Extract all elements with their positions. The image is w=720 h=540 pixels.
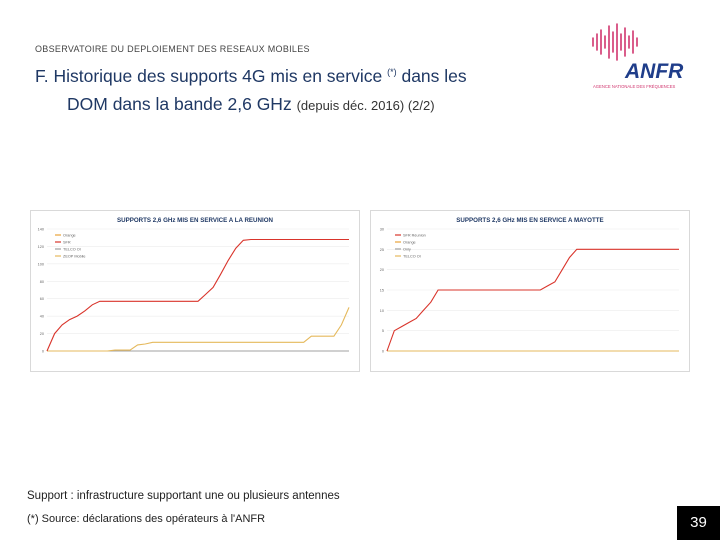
wave-icon bbox=[592, 23, 638, 61]
logo-subtitle: AGENCE NATIONALE DES FRÉQUENCES bbox=[593, 84, 675, 89]
series-line-sfr-réunion bbox=[386, 248, 679, 352]
chart-title: SUPPORTS 2,6 GHz MIS EN SERVICE A MAYOTT… bbox=[456, 217, 603, 224]
y-tick-label: 25 bbox=[380, 248, 384, 252]
y-tick-label: 140 bbox=[38, 228, 44, 232]
y-tick-label: 0 bbox=[42, 350, 44, 354]
y-tick-label: 5 bbox=[382, 329, 384, 333]
title-text: F. Historique des supports 4G mis en ser… bbox=[35, 66, 388, 86]
y-tick-label: 10 bbox=[380, 309, 384, 313]
series-line-sfr bbox=[46, 238, 349, 352]
y-tick-label: 15 bbox=[380, 289, 384, 293]
y-tick-label: 20 bbox=[40, 332, 44, 336]
y-tick-label: 40 bbox=[40, 315, 44, 319]
page-title-line2: DOM dans la bande 2,6 GHz (depuis déc. 2… bbox=[67, 94, 435, 115]
legend-label: Orange bbox=[63, 233, 76, 237]
logo-text: ANFR bbox=[624, 60, 684, 83]
legend-label: Only bbox=[403, 247, 411, 251]
title-text-2: DOM dans la bande 2,6 GHz bbox=[67, 94, 297, 114]
y-tick-label: 60 bbox=[40, 297, 44, 301]
source-note: (*) Source: déclarations des opérateurs … bbox=[27, 513, 266, 525]
chart-mayotte: SUPPORTS 2,6 GHz MIS EN SERVICE A MAYOTT… bbox=[370, 210, 690, 372]
title-text-end: dans les bbox=[396, 66, 467, 86]
chart-reunion-svg: SUPPORTS 2,6 GHz MIS EN SERVICE A LA REU… bbox=[38, 217, 350, 354]
series-line-zeop-mobile bbox=[47, 307, 350, 352]
y-tick-label: 0 bbox=[382, 350, 384, 354]
page-number: 39 bbox=[677, 506, 720, 540]
legend-label: ZEOP Mobile bbox=[63, 254, 86, 258]
y-tick-label: 30 bbox=[380, 228, 384, 232]
legend-label: TELCO OI bbox=[403, 254, 421, 258]
y-tick-label: 100 bbox=[38, 262, 44, 266]
chart-reunion: SUPPORTS 2,6 GHz MIS EN SERVICE A LA REU… bbox=[30, 210, 360, 372]
legend-label: Orange bbox=[403, 240, 416, 244]
kicker-text: OBSERVATOIRE DU DEPLOIEMENT DES RESEAUX … bbox=[35, 44, 310, 54]
anfr-logo: ANFR AGENCE NATIONALE DES FRÉQUENCES bbox=[592, 23, 684, 89]
y-tick-label: 80 bbox=[40, 280, 44, 284]
page-title-line1: F. Historique des supports 4G mis en ser… bbox=[35, 66, 467, 87]
legend-label: TELCO OI bbox=[63, 247, 81, 251]
chart-title: SUPPORTS 2,6 GHz MIS EN SERVICE A LA REU… bbox=[117, 217, 274, 224]
title-date-range: (depuis déc. 2016) (2/2) bbox=[296, 98, 435, 113]
legend-label: SFR Réunion bbox=[403, 233, 426, 237]
y-tick-label: 120 bbox=[38, 245, 44, 249]
y-tick-label: 20 bbox=[380, 268, 384, 272]
title-footnote-marker: (*) bbox=[387, 67, 397, 77]
support-definition: Support : infrastructure supportant une … bbox=[27, 490, 340, 502]
chart-mayotte-svg: SUPPORTS 2,6 GHz MIS EN SERVICE A MAYOTT… bbox=[380, 217, 679, 354]
legend-label: SFR bbox=[63, 240, 71, 244]
